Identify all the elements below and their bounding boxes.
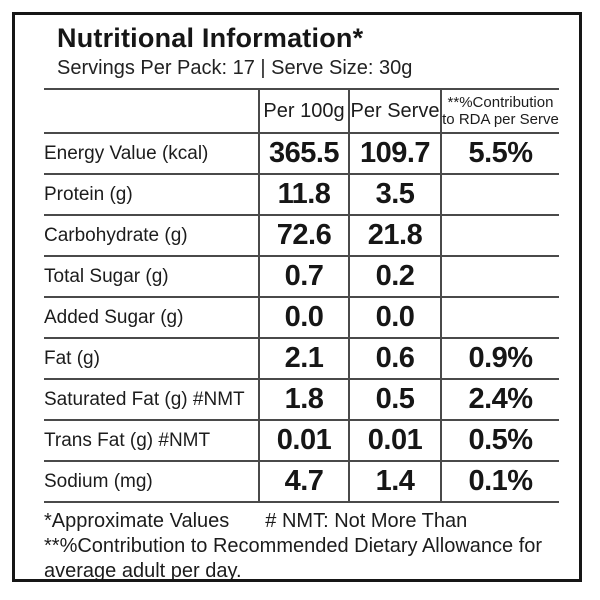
value-rda: 0.5% [440,419,559,461]
value-rda: 0.9% [440,337,559,379]
value-per-100g: 0.01 [258,419,349,461]
value-per-100g: 2.1 [258,337,349,379]
value-per-100g: 11.8 [258,173,349,215]
nutrient-label: Energy Value (kcal) [44,132,259,174]
column-header-per-100g: Per 100g [258,88,349,133]
value-per-100g: 1.8 [258,378,349,420]
nutrition-label-panel: Nutritional Information* Servings Per Pa… [12,12,582,582]
value-per-serve: 0.0 [348,296,441,338]
nutrient-label: Fat (g) [44,337,259,379]
column-header-rda-line2: to RDA per Serve [442,111,559,128]
value-per-serve: 109.7 [348,132,441,174]
table-row-saturated-fat: Saturated Fat (g) #NMT 1.8 0.5 2.4% [44,378,559,420]
nutrient-label: Carbohydrate (g) [44,214,259,256]
value-rda [440,214,559,256]
table-row-sodium: Sodium (mg) 4.7 1.4 0.1% [44,460,559,503]
table-corner-cell [44,88,259,133]
table-row-fat: Fat (g) 2.1 0.6 0.9% [44,337,559,379]
footnote-line-1: *Approximate Values # NMT: Not More Than [44,509,559,534]
table-row-energy: Energy Value (kcal) 365.5 109.7 5.5% [44,132,559,174]
value-rda: 0.1% [440,460,559,503]
value-rda: 2.4% [440,378,559,420]
table-row-trans-fat: Trans Fat (g) #NMT 0.01 0.01 0.5% [44,419,559,461]
column-header-per-serve: Per Serve [348,88,441,133]
value-rda: 5.5% [440,132,559,174]
column-header-rda: **%Contribution to RDA per Serve [440,88,559,133]
nutrient-label: Protein (g) [44,173,259,215]
servings-info: Servings Per Pack: 17 | Serve Size: 30g [57,57,413,79]
footnote-nmt: # NMT: Not More Than [265,510,468,532]
value-per-100g: 4.7 [258,460,349,503]
value-per-100g: 0.7 [258,255,349,297]
value-per-100g: 0.0 [258,296,349,338]
nutrient-label: Saturated Fat (g) #NMT [44,378,259,420]
table-row-carbohydrate: Carbohydrate (g) 72.6 21.8 [44,214,559,256]
nutrient-label: Sodium (mg) [44,460,259,503]
nutrient-label: Trans Fat (g) #NMT [44,419,259,461]
table-row-added-sugar: Added Sugar (g) 0.0 0.0 [44,296,559,338]
value-per-100g: 365.5 [258,132,349,174]
value-per-serve: 0.5 [348,378,441,420]
page-title: Nutritional Information* [57,23,364,53]
footnotes: *Approximate Values # NMT: Not More Than … [44,509,559,582]
nutrition-table: Per 100g Per Serve **%Contribution to RD… [44,88,559,503]
footnote-approximate-values: *Approximate Values [44,510,230,532]
table-row-protein: Protein (g) 11.8 3.5 [44,173,559,215]
value-per-serve: 3.5 [348,173,441,215]
nutrient-label: Added Sugar (g) [44,296,259,338]
value-per-serve: 21.8 [348,214,441,256]
value-rda [440,255,559,297]
column-header-rda-line1: **%Contribution [447,94,554,111]
footnote-rda-note: **%Contribution to Recommended Dietary A… [44,535,543,582]
label-header: Nutritional Information* Servings Per Pa… [15,15,579,81]
value-rda [440,296,559,338]
value-per-serve: 1.4 [348,460,441,503]
value-per-serve: 0.2 [348,255,441,297]
table-header-row: Per 100g Per Serve **%Contribution to RD… [44,88,559,133]
value-per-serve: 0.6 [348,337,441,379]
nutrient-label: Total Sugar (g) [44,255,259,297]
value-per-100g: 72.6 [258,214,349,256]
table-row-total-sugar: Total Sugar (g) 0.7 0.2 [44,255,559,297]
value-per-serve: 0.01 [348,419,441,461]
value-rda [440,173,559,215]
